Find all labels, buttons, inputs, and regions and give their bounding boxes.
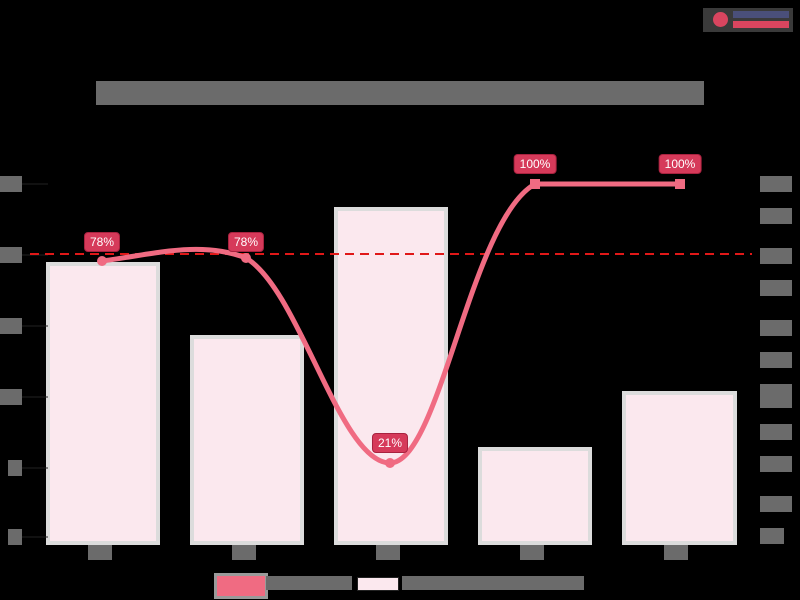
bar-3 [334, 207, 448, 545]
right-tick-label [760, 208, 792, 224]
left-tick-label [8, 529, 22, 545]
category-label-5 [664, 545, 688, 560]
legend-swatch-bar [357, 577, 399, 591]
right-tick-label [760, 280, 792, 296]
category-label-3 [376, 545, 400, 560]
logo-icon [713, 12, 728, 27]
legend-label-line [266, 576, 352, 590]
left-tick-label [0, 176, 22, 192]
data-label-5: 100% [658, 154, 702, 174]
right-tick-label [760, 528, 784, 544]
category-label-2 [232, 545, 256, 560]
left-tick-label [0, 247, 22, 263]
right-tick-label [760, 424, 792, 440]
category-label-1 [88, 545, 112, 560]
right-tick-label [760, 496, 792, 512]
data-label-1: 78% [83, 232, 121, 252]
bar-2 [190, 335, 304, 545]
left-tick-label [0, 318, 22, 334]
left-tick-label [0, 389, 22, 405]
right-tick-label [760, 320, 792, 336]
legend-label-bar [402, 576, 584, 590]
data-label-2: 78% [227, 232, 265, 252]
right-tick-label [760, 384, 792, 408]
logo-text-top [733, 11, 789, 18]
chart-title [96, 81, 704, 105]
bar-1 [46, 262, 160, 545]
line-series [99, 181, 683, 466]
line-markers [97, 179, 685, 468]
data-label-4: 100% [513, 154, 557, 174]
logo-text-bottom [733, 21, 789, 28]
data-label-3: 21% [371, 433, 409, 453]
legend-swatch-line [214, 573, 268, 599]
left-axis [20, 183, 48, 538]
right-tick-label [760, 248, 792, 264]
category-label-4 [520, 545, 544, 560]
right-tick-label [760, 176, 792, 192]
left-tick-label [8, 460, 22, 476]
bar-4 [478, 447, 592, 545]
brand-logo [703, 8, 793, 32]
right-tick-label [760, 456, 792, 472]
bar-series [46, 207, 737, 545]
right-tick-label [760, 352, 792, 368]
bar-5 [622, 391, 737, 545]
